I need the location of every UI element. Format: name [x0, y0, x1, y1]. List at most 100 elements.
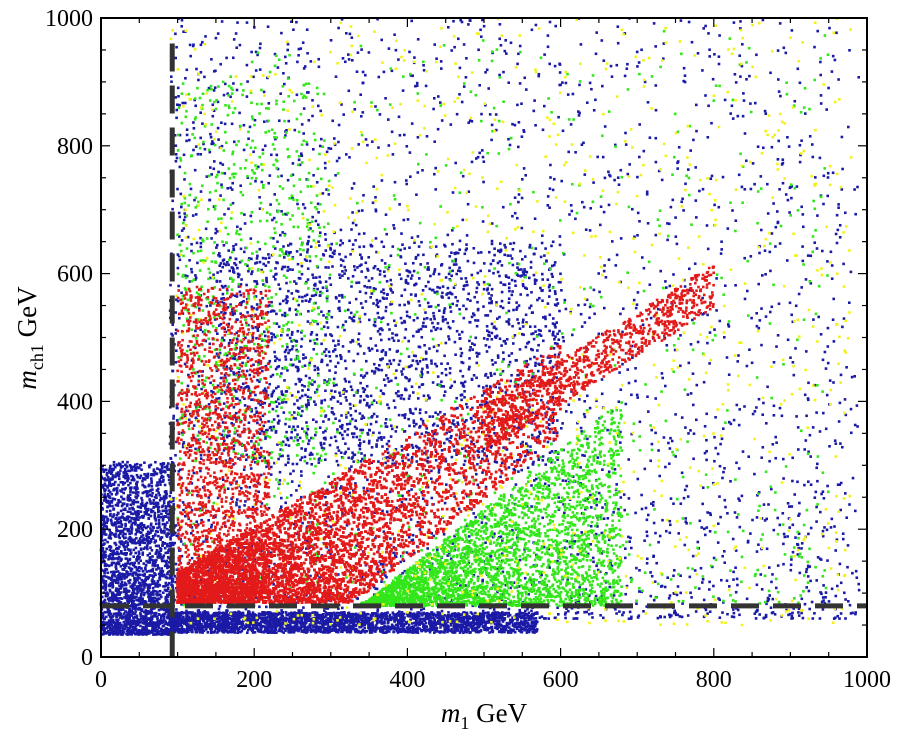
data-point: [302, 357, 305, 360]
data-point: [609, 174, 612, 178]
data-point: [374, 287, 377, 291]
data-point: [226, 386, 229, 389]
data-point: [621, 362, 624, 366]
data-point: [362, 194, 365, 197]
data-point: [829, 526, 833, 529]
data-point: [636, 234, 639, 237]
data-point: [556, 332, 559, 336]
data-point: [765, 517, 768, 521]
data-point: [424, 350, 428, 354]
data-point: [339, 402, 343, 405]
data-point: [734, 219, 738, 222]
data-point: [284, 463, 287, 467]
data-point: [319, 441, 323, 445]
data-point: [278, 402, 281, 405]
data-point: [343, 377, 347, 381]
data-point: [205, 304, 209, 308]
data-point: [793, 493, 796, 496]
data-point: [712, 556, 716, 560]
data-point: [432, 311, 435, 315]
data-point: [245, 95, 249, 98]
data-point: [176, 187, 179, 191]
data-point: [420, 336, 424, 339]
data-point: [557, 338, 561, 341]
data-point: [364, 73, 367, 77]
data-point: [257, 360, 260, 364]
data-point: [297, 609, 300, 612]
data-point: [269, 473, 273, 476]
data-point: [379, 327, 383, 330]
data-point: [459, 347, 462, 351]
data-point: [781, 512, 785, 515]
data-point: [709, 177, 713, 180]
data-point: [418, 411, 422, 415]
data-point: [273, 350, 276, 354]
data-point: [798, 501, 801, 505]
data-point: [312, 418, 315, 421]
data-point: [314, 560, 318, 563]
data-point: [436, 424, 439, 428]
data-point: [453, 423, 456, 426]
data-point: [238, 43, 242, 47]
data-point: [745, 364, 749, 368]
data-point: [825, 108, 828, 111]
data-point: [586, 497, 589, 501]
data-point: [372, 266, 376, 270]
data-point: [489, 386, 492, 390]
data-point: [481, 450, 484, 453]
data-point: [810, 600, 814, 604]
data-point: [706, 612, 709, 615]
data-point: [300, 272, 304, 276]
data-point: [706, 247, 710, 251]
data-point: [849, 270, 853, 274]
data-point: [178, 235, 181, 238]
data-point: [339, 228, 343, 232]
data-point: [323, 379, 326, 382]
data-point: [311, 383, 314, 386]
data-point: [577, 600, 581, 603]
data-point: [384, 425, 388, 428]
data-point: [726, 227, 730, 230]
data-point: [263, 387, 267, 390]
data-point: [285, 301, 288, 305]
data-point: [383, 262, 387, 265]
data-point: [361, 428, 365, 432]
data-point: [275, 405, 279, 408]
data-point: [382, 563, 385, 566]
data-point: [464, 277, 468, 280]
data-point: [618, 371, 621, 374]
data-point: [458, 239, 462, 243]
data-point: [549, 163, 552, 167]
data-point: [546, 45, 550, 49]
data-point: [256, 378, 259, 382]
data-point: [473, 343, 476, 347]
data-point: [787, 613, 790, 617]
data-point: [212, 391, 215, 394]
data-point: [418, 385, 421, 389]
data-point: [642, 610, 645, 613]
data-point: [238, 260, 242, 264]
data-point: [209, 132, 212, 136]
data-point: [682, 79, 685, 83]
data-point: [421, 383, 425, 386]
data-point: [369, 422, 373, 426]
data-point: [490, 222, 494, 225]
data-point: [850, 375, 854, 379]
data-point: [807, 565, 810, 569]
data-point: [315, 181, 319, 184]
data-point: [422, 394, 426, 398]
data-point: [329, 39, 333, 42]
data-point: [763, 616, 766, 620]
data-point: [253, 26, 256, 29]
data-point: [625, 584, 629, 588]
data-point: [819, 591, 822, 594]
data-point: [189, 187, 193, 191]
data-point: [699, 566, 703, 570]
data-point: [830, 587, 834, 591]
data-point: [516, 103, 519, 107]
data-point: [485, 400, 488, 404]
data-point: [371, 415, 374, 418]
data-point: [235, 480, 238, 483]
data-point: [328, 254, 332, 258]
data-point: [641, 323, 645, 327]
